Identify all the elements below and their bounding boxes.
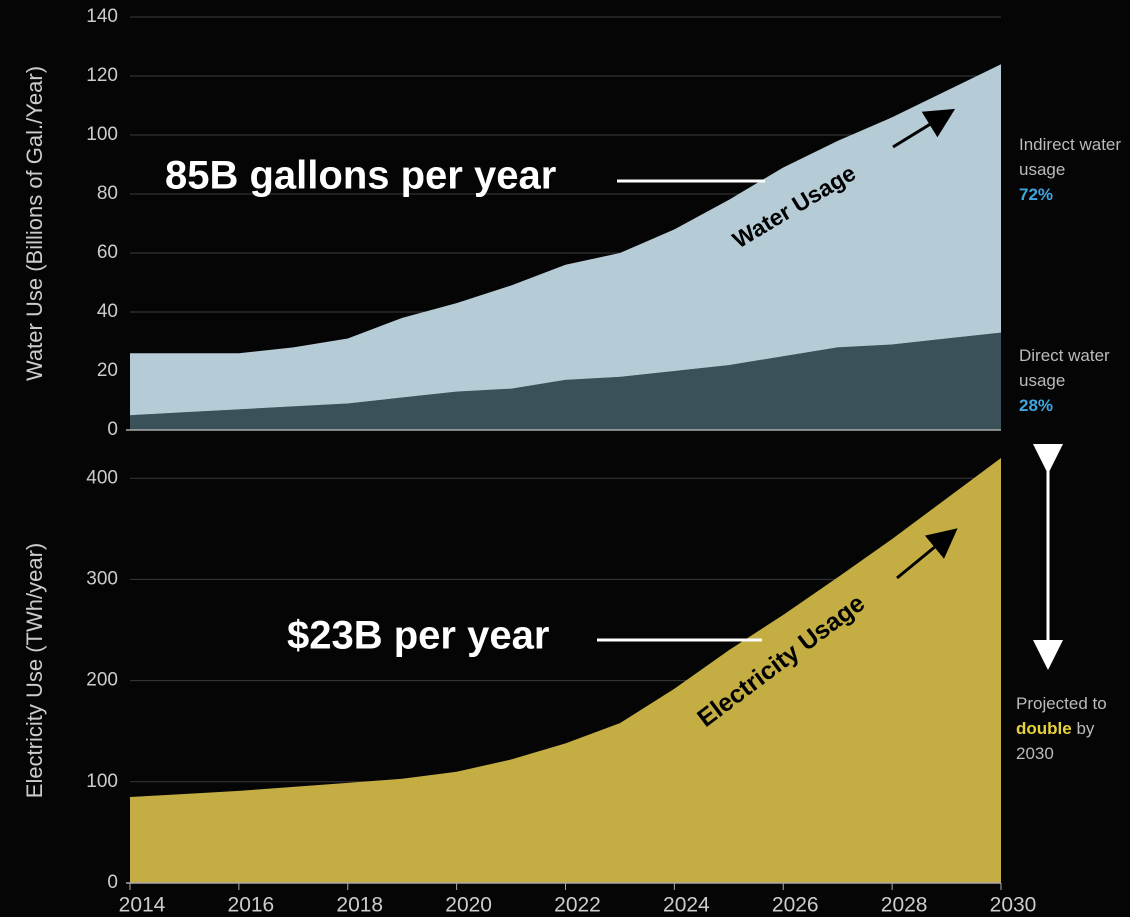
- note-highlight: double: [1016, 719, 1072, 738]
- share: 72%: [1019, 185, 1054, 204]
- series-name: Indirect water usage: [1019, 135, 1122, 179]
- y-tick-label: 140: [86, 6, 118, 27]
- y-tick-label: 300: [86, 568, 118, 589]
- arrow: [896, 528, 958, 580]
- x-tick-label: 2022: [554, 894, 601, 917]
- y-tick-label: 80: [97, 183, 118, 204]
- y-tick-label: 60: [97, 242, 118, 263]
- y-tick-label: 100: [86, 124, 118, 145]
- y-tick-label: 120: [86, 65, 118, 86]
- note-text: by: [1076, 719, 1095, 738]
- arrow: [892, 108, 956, 149]
- x-tick-label: 2030: [990, 894, 1037, 917]
- direct-label: Direct water usage 28%: [1019, 343, 1129, 418]
- x-tick-label: 2020: [445, 894, 492, 917]
- y-tick-label: 0: [107, 419, 118, 440]
- y-tick-label: 20: [97, 360, 118, 381]
- y-tick-label: 0: [107, 872, 118, 893]
- x-tick-label: 2024: [663, 894, 710, 917]
- x-tick-label: 2016: [228, 894, 275, 917]
- note-text: Projected to: [1016, 694, 1107, 713]
- y-tick-label: 400: [86, 467, 118, 488]
- x-tick-label: 2028: [881, 894, 928, 917]
- annotation: $23B per year: [287, 614, 549, 658]
- y-axis-label: Water Use (Billions of Gal./Year): [22, 66, 47, 381]
- y-tick-label: 40: [97, 301, 118, 322]
- area: [130, 64, 1001, 416]
- y-tick-label: 100: [86, 771, 118, 792]
- x-tick-label: 2014: [119, 894, 166, 917]
- series-name: Direct water usage: [1019, 346, 1110, 390]
- projection-note: Projected to double by 2030: [1016, 691, 1128, 766]
- share: 28%: [1019, 396, 1054, 415]
- x-tick-label: 2026: [772, 894, 819, 917]
- note-text: 2030: [1016, 744, 1054, 763]
- y-axis-label: Electricity Use (TWh/year): [22, 543, 47, 798]
- indirect-label: Indirect water usage 72%: [1019, 132, 1129, 207]
- y-tick-label: 200: [86, 670, 118, 691]
- x-tick-label: 2018: [336, 894, 383, 917]
- annotation: 85B gallons per year: [165, 154, 556, 198]
- area: [130, 332, 1001, 430]
- area: [130, 458, 1001, 883]
